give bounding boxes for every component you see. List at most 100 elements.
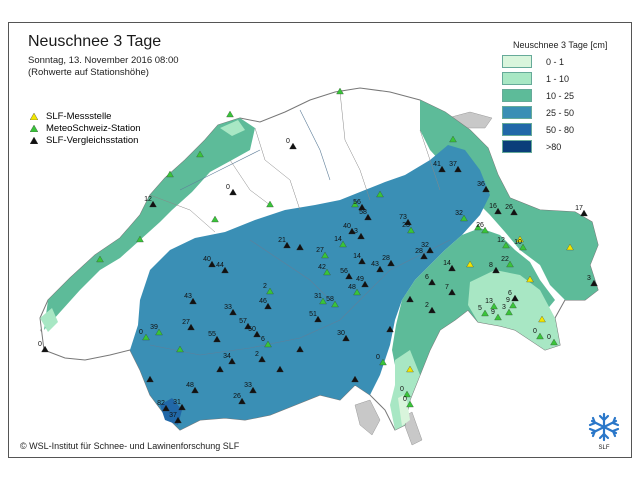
station-marker[interactable] (216, 365, 224, 373)
station-marker[interactable] (283, 241, 291, 249)
station-marker[interactable] (406, 400, 414, 408)
station-marker[interactable] (345, 272, 353, 280)
station-marker[interactable] (258, 355, 266, 363)
station-marker[interactable] (238, 397, 246, 405)
station-marker[interactable] (196, 150, 204, 158)
station-marker[interactable] (331, 300, 339, 308)
station-marker[interactable] (296, 345, 304, 353)
station-marker[interactable] (339, 240, 347, 248)
station-marker[interactable] (176, 345, 184, 353)
station-marker[interactable] (494, 313, 502, 321)
station-marker[interactable] (466, 260, 474, 268)
station-marker[interactable] (296, 243, 304, 251)
station-marker[interactable] (536, 332, 544, 340)
station-marker[interactable] (361, 280, 369, 288)
station-marker[interactable] (590, 279, 598, 287)
station-marker[interactable] (502, 241, 510, 249)
station-marker[interactable] (481, 309, 489, 317)
station-marker[interactable] (449, 135, 457, 143)
station-marker[interactable] (428, 306, 436, 314)
station-marker[interactable] (149, 200, 157, 208)
station-marker[interactable] (454, 165, 462, 173)
station-marker[interactable] (358, 203, 366, 211)
station-marker[interactable] (386, 325, 394, 333)
station-marker[interactable] (550, 338, 558, 346)
station-marker[interactable] (319, 297, 327, 305)
station-marker[interactable] (538, 315, 546, 323)
station-marker[interactable] (229, 188, 237, 196)
station-marker[interactable] (358, 257, 366, 265)
station-marker[interactable] (505, 308, 513, 316)
station-marker[interactable] (376, 190, 384, 198)
station-marker[interactable] (96, 255, 104, 263)
station-marker[interactable] (244, 322, 252, 330)
station-marker[interactable] (208, 260, 216, 268)
station-marker[interactable] (249, 386, 257, 394)
station-marker[interactable] (387, 259, 395, 267)
station-marker[interactable] (482, 185, 490, 193)
station-marker[interactable] (166, 170, 174, 178)
station-marker[interactable] (406, 365, 414, 373)
station-marker[interactable] (264, 340, 272, 348)
station-marker[interactable] (162, 404, 170, 412)
station-marker[interactable] (266, 200, 274, 208)
station-marker[interactable] (353, 288, 361, 296)
station-marker[interactable] (266, 287, 274, 295)
station-marker[interactable] (509, 301, 517, 309)
station-marker[interactable] (519, 243, 527, 251)
station-marker[interactable] (226, 110, 234, 118)
station-marker[interactable] (136, 235, 144, 243)
station-marker[interactable] (41, 345, 49, 353)
station-marker[interactable] (323, 268, 331, 276)
station-marker[interactable] (348, 227, 356, 235)
station-marker[interactable] (403, 390, 411, 398)
station-marker[interactable] (351, 200, 359, 208)
station-marker[interactable] (342, 334, 350, 342)
station-marker[interactable] (494, 207, 502, 215)
station-marker[interactable] (516, 235, 524, 243)
station-marker[interactable] (229, 308, 237, 316)
station-marker[interactable] (336, 87, 344, 95)
station-marker[interactable] (146, 375, 154, 383)
station-marker[interactable] (221, 266, 229, 274)
station-marker[interactable] (376, 265, 384, 273)
station-marker[interactable] (187, 323, 195, 331)
station-marker[interactable] (420, 252, 428, 260)
station-marker[interactable] (321, 251, 329, 259)
station-marker[interactable] (351, 375, 359, 383)
station-marker[interactable] (448, 264, 456, 272)
station-marker[interactable] (364, 213, 372, 221)
station-marker[interactable] (510, 208, 518, 216)
station-marker[interactable] (406, 295, 414, 303)
station-marker[interactable] (511, 294, 519, 302)
station-marker[interactable] (438, 165, 446, 173)
station-marker[interactable] (379, 358, 387, 366)
station-marker[interactable] (228, 357, 236, 365)
station-marker[interactable] (407, 226, 415, 234)
station-marker[interactable] (142, 333, 150, 341)
station-marker[interactable] (460, 214, 468, 222)
station-marker[interactable] (428, 278, 436, 286)
station-marker[interactable] (276, 365, 284, 373)
station-marker[interactable] (211, 215, 219, 223)
station-marker[interactable] (506, 260, 514, 268)
station-marker[interactable] (174, 416, 182, 424)
station-marker[interactable] (404, 218, 412, 226)
station-marker[interactable] (426, 246, 434, 254)
station-marker[interactable] (191, 386, 199, 394)
station-marker[interactable] (264, 302, 272, 310)
station-marker[interactable] (448, 288, 456, 296)
station-marker[interactable] (314, 315, 322, 323)
station-marker[interactable] (289, 142, 297, 150)
station-marker[interactable] (526, 275, 534, 283)
station-marker[interactable] (481, 226, 489, 234)
station-marker[interactable] (357, 232, 365, 240)
station-marker[interactable] (492, 266, 500, 274)
station-marker[interactable] (566, 243, 574, 251)
station-marker[interactable] (178, 403, 186, 411)
station-marker[interactable] (253, 330, 261, 338)
station-marker[interactable] (189, 297, 197, 305)
station-marker[interactable] (474, 223, 482, 231)
station-marker[interactable] (580, 209, 588, 217)
